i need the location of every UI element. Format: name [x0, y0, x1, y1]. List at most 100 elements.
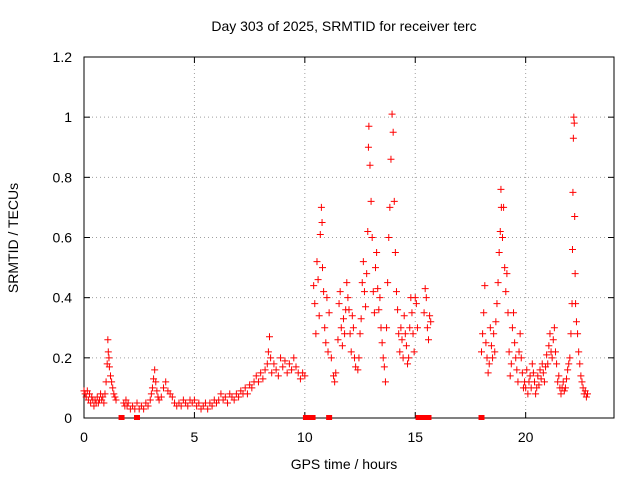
data-point — [359, 258, 367, 266]
data-point — [492, 318, 500, 326]
data-point — [545, 342, 553, 350]
data-point — [373, 249, 381, 257]
data-point — [505, 348, 513, 356]
data-point — [365, 122, 373, 130]
data-point — [263, 360, 271, 368]
data-point — [564, 366, 572, 374]
data-point — [344, 294, 352, 302]
data-point — [395, 330, 403, 338]
x-tick-label: 0 — [80, 429, 88, 445]
y-tick-label: 0.8 — [53, 169, 73, 185]
data-point — [190, 396, 198, 404]
tick-labels: 0 5 10 15 20 0 0.2 0.4 0.6 0.8 1 1.2 — [53, 49, 534, 445]
data-point — [563, 375, 571, 383]
data-point — [376, 294, 384, 302]
axis-ticks — [83, 56, 614, 419]
data-point — [283, 369, 291, 377]
data-point — [566, 354, 574, 362]
data-point — [374, 285, 382, 293]
data-point — [571, 270, 579, 278]
data-point — [162, 378, 170, 386]
data-point — [339, 315, 347, 323]
data-point — [391, 249, 399, 257]
data-point — [420, 309, 428, 317]
data-point — [288, 366, 296, 374]
data-point — [221, 393, 229, 401]
data-point — [500, 203, 508, 211]
data-point — [146, 396, 154, 404]
data-point — [168, 393, 176, 401]
data-point — [422, 294, 430, 302]
data-point — [267, 354, 275, 362]
data-point — [360, 288, 368, 296]
y-tick-label: 0.4 — [53, 290, 73, 306]
data-point — [380, 363, 388, 371]
y-tick-label: 0 — [64, 410, 72, 426]
data-point — [230, 396, 238, 404]
data-point — [511, 339, 519, 347]
data-point — [398, 336, 406, 344]
data-point — [110, 390, 118, 398]
data-point — [311, 300, 319, 308]
data-point — [277, 354, 285, 362]
data-point — [577, 372, 585, 380]
data-point — [281, 357, 289, 365]
data-point — [348, 312, 356, 320]
data-point — [582, 393, 590, 401]
data-point — [334, 336, 342, 344]
data-point — [243, 390, 251, 398]
data-point — [506, 372, 514, 380]
data-point — [204, 405, 212, 413]
data-point — [337, 324, 345, 332]
data-point — [389, 128, 397, 136]
y-tick-label: 0.2 — [53, 350, 73, 366]
data-point — [523, 366, 531, 374]
data-point — [502, 288, 510, 296]
data-point — [363, 270, 371, 278]
data-point — [575, 348, 583, 356]
data-point — [241, 384, 249, 392]
data-point — [568, 246, 576, 254]
data-point — [576, 360, 584, 368]
data-point — [524, 390, 532, 398]
data-point — [104, 348, 112, 356]
data-point — [160, 384, 167, 392]
data-point — [367, 197, 375, 205]
data-point — [571, 212, 579, 220]
zero-marker — [134, 415, 140, 420]
data-point — [388, 110, 396, 118]
data-point — [364, 227, 372, 235]
data-point — [301, 372, 309, 380]
data-point — [498, 234, 506, 241]
data-point — [584, 390, 591, 398]
data-point — [144, 402, 152, 410]
data-point — [195, 399, 203, 407]
data-point — [101, 390, 109, 398]
data-point — [411, 294, 419, 302]
data-point — [539, 369, 547, 377]
data-point — [423, 324, 431, 332]
data-point — [516, 330, 524, 338]
data-point — [331, 378, 339, 386]
data-point — [493, 300, 501, 308]
data-point — [346, 330, 354, 338]
data-point — [324, 348, 332, 356]
data-point — [358, 279, 366, 287]
data-point — [321, 324, 329, 332]
data-point — [425, 336, 432, 344]
data-point — [396, 348, 404, 356]
data-point — [412, 300, 420, 308]
y-axis-label: SRMTID / TECUs — [5, 183, 21, 293]
data-point — [347, 348, 355, 356]
data-point — [535, 381, 543, 389]
zero-marker — [326, 415, 333, 420]
data-point — [421, 285, 429, 293]
data-point — [133, 399, 141, 407]
data-point — [375, 306, 383, 314]
x-axis-label: GPS time / hours — [291, 456, 398, 472]
data-point — [364, 143, 372, 151]
data-point — [316, 230, 324, 238]
data-point — [528, 360, 536, 368]
zero-marker — [415, 415, 422, 420]
zero-marker — [309, 415, 316, 420]
